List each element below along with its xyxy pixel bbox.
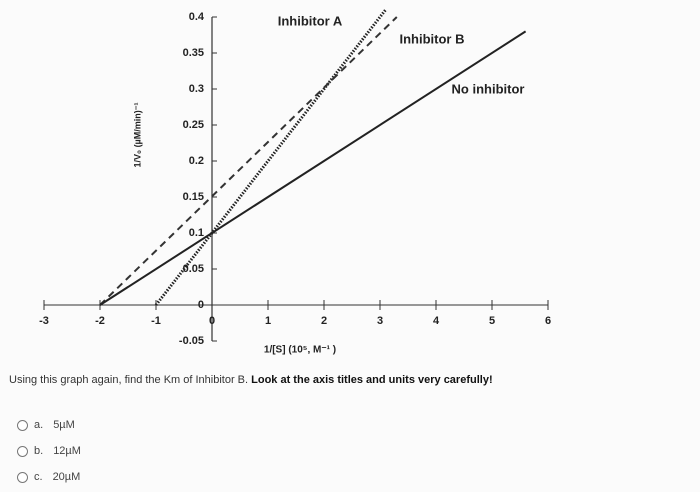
x-tick-label: -2 xyxy=(95,315,105,327)
series-label: Inhibitor A xyxy=(278,13,343,28)
y-tick-label: 0.1 xyxy=(189,227,204,239)
x-tick-label: 2 xyxy=(321,315,327,327)
radio[interactable] xyxy=(17,419,28,431)
y-tick-label: -0.05 xyxy=(179,335,204,347)
radio[interactable] xyxy=(17,445,28,457)
series-label: Inhibitor B xyxy=(400,31,465,46)
x-tick-label: 4 xyxy=(433,315,440,327)
x-tick-label: 3 xyxy=(377,315,383,327)
y-tick-label: 0.2 xyxy=(189,155,204,167)
option-letter: c. xyxy=(34,471,43,483)
option-text: 12µM xyxy=(53,445,81,457)
option-letter: b. xyxy=(34,445,44,457)
option-letter: a. xyxy=(34,419,44,431)
question-text: Using this graph again, find the Km of I… xyxy=(9,374,249,386)
x-tick-label: 0 xyxy=(209,315,215,327)
series-line xyxy=(154,8,387,306)
x-tick-label: 1 xyxy=(265,315,271,327)
option[interactable]: a. 5µM xyxy=(17,419,75,431)
question-emphasis: Look at the axis titles and units very c… xyxy=(251,374,493,386)
y-tick-label: 0.3 xyxy=(189,83,204,95)
y-tick-label: 0.15 xyxy=(183,191,204,203)
y-tick-label: 0.25 xyxy=(183,119,204,131)
series-line xyxy=(99,16,398,306)
chart: 1/V₀ (µM/min)⁻¹ 1/[S] (10⁵, M⁻¹ ) -3 -2 -1… xyxy=(39,8,551,356)
y-tick-label: 0.35 xyxy=(183,47,204,59)
series-line xyxy=(99,30,527,306)
option-text: 5µM xyxy=(53,419,75,431)
x-tick-label: 5 xyxy=(489,315,495,327)
y-tick-label: 0.05 xyxy=(183,263,204,275)
option[interactable]: b. 12µM xyxy=(17,445,81,457)
option-text: 20µM xyxy=(52,471,81,483)
x-tick-label: -3 xyxy=(39,315,49,327)
x-axis-label: 1/[S] (10⁵, M⁻¹ ) xyxy=(264,345,336,356)
y-tick-label: 0 xyxy=(198,299,204,311)
question: Using this graph again, find the Km of I… xyxy=(9,374,493,386)
radio[interactable] xyxy=(17,471,28,483)
y-axis-label: 1/V₀ (µM/min)⁻¹ xyxy=(132,103,142,168)
y-tick-label: 0.4 xyxy=(189,11,205,23)
x-tick-label: -1 xyxy=(151,315,161,327)
x-tick-label: 6 xyxy=(545,315,551,327)
option[interactable]: c. 20µM xyxy=(17,471,80,483)
series-label: No inhibitor xyxy=(452,81,525,96)
